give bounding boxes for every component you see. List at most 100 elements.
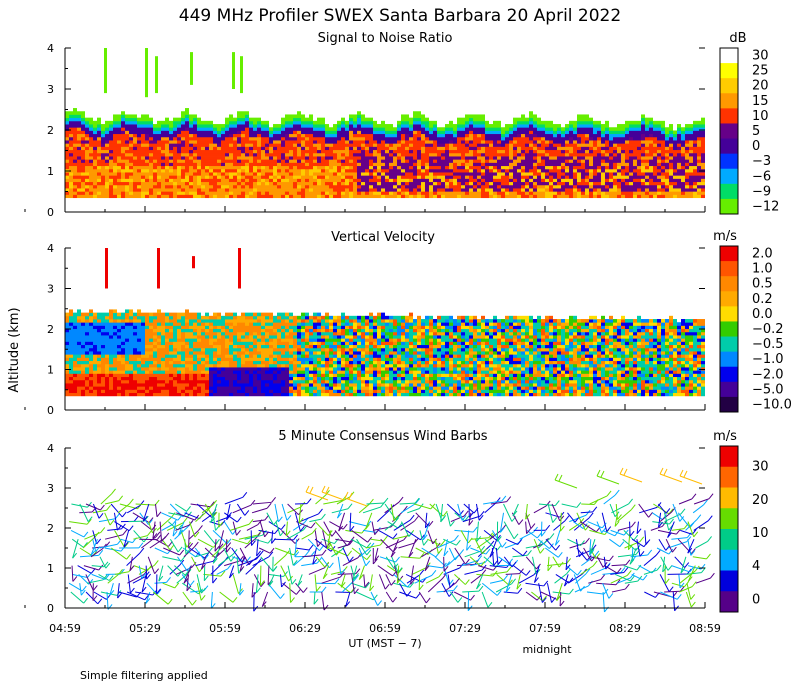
snr-cell <box>401 117 405 122</box>
snr-cell <box>629 175 633 179</box>
snr-cell <box>441 146 445 151</box>
snr-cell <box>293 133 297 138</box>
snr-cell <box>597 136 601 141</box>
snr-cell <box>197 124 201 128</box>
snr-cell <box>205 165 209 170</box>
velocity-cell <box>65 351 69 355</box>
snr-cell <box>505 156 509 160</box>
snr-cell <box>69 184 73 189</box>
snr-cell <box>117 191 121 195</box>
snr-cell <box>445 172 449 176</box>
snr-cell <box>101 156 105 160</box>
snr-cell <box>249 194 253 199</box>
snr-cell <box>437 143 441 147</box>
snr-cell <box>565 130 569 135</box>
velocity-cell <box>125 363 129 368</box>
snr-cell <box>493 149 497 154</box>
velocity-cell <box>205 335 209 339</box>
snr-cell <box>169 146 173 151</box>
velocity-cell <box>173 360 177 365</box>
snr-cell <box>349 156 353 160</box>
snr-cell <box>73 162 77 167</box>
velocity-cell <box>165 347 169 352</box>
velocity-cell <box>101 376 105 381</box>
snr-cell <box>581 146 585 151</box>
snr-cell <box>637 127 641 131</box>
snr-cell <box>573 146 577 151</box>
snr-cell <box>521 152 525 157</box>
snr-cell <box>209 136 213 141</box>
snr-cell <box>425 130 429 135</box>
snr-cell <box>513 152 517 157</box>
snr-cell <box>253 159 257 163</box>
snr-cell <box>561 127 565 131</box>
snr-cell <box>597 143 601 147</box>
snr-cell <box>169 184 173 189</box>
snr-cell <box>321 156 325 160</box>
snr-cell <box>541 152 545 157</box>
velocity-cell <box>141 373 145 378</box>
velocity-cell <box>109 379 113 384</box>
colorbar-label: 25 <box>752 64 769 79</box>
snr-cell <box>173 120 177 125</box>
snr-cell <box>145 184 149 189</box>
velocity-cell <box>113 344 117 349</box>
snr-cell <box>577 178 581 183</box>
snr-cell <box>537 130 541 135</box>
snr-cell <box>341 143 345 147</box>
snr-cell <box>565 181 569 186</box>
snr-cell <box>477 120 481 125</box>
snr-cell <box>73 184 77 189</box>
snr-cell <box>677 191 681 195</box>
snr-cell <box>305 175 309 179</box>
snr-cell <box>261 188 265 192</box>
velocity-cell <box>89 357 93 362</box>
snr-cell <box>233 194 237 199</box>
snr-cell <box>657 130 661 135</box>
velocity-cell <box>153 322 157 326</box>
snr-cell <box>221 156 225 160</box>
velocity-cell <box>165 328 169 333</box>
snr-cell <box>149 143 153 147</box>
snr-cell <box>181 184 185 189</box>
snr-cell <box>201 143 205 147</box>
snr-cell <box>361 168 365 173</box>
snr-cell <box>145 172 149 176</box>
snr-cell <box>537 127 541 131</box>
snr-cell <box>529 140 533 144</box>
snr-cell <box>241 152 245 157</box>
snr-cell <box>453 140 457 144</box>
snr-cell <box>173 124 177 128</box>
snr-cell <box>281 175 285 179</box>
snr-cell <box>573 143 577 147</box>
snr-cell <box>169 152 173 157</box>
snr-cell <box>377 152 381 157</box>
snr-cell <box>205 124 209 128</box>
snr-cell <box>313 168 317 173</box>
velocity-cell <box>129 315 133 320</box>
snr-cell <box>585 191 589 195</box>
snr-cell <box>585 114 589 119</box>
velocity-cell <box>161 363 165 368</box>
snr-cell <box>289 191 293 195</box>
snr-cell <box>153 136 157 141</box>
snr-cell <box>669 194 673 199</box>
snr-cell <box>225 146 229 151</box>
snr-cell <box>89 172 93 176</box>
snr-cell <box>129 140 133 144</box>
velocity-cell <box>125 319 129 323</box>
snr-cell <box>173 149 177 154</box>
snr-cell <box>129 133 133 138</box>
velocity-cell <box>173 328 177 333</box>
snr-cell <box>541 146 545 151</box>
snr-cell <box>401 178 405 183</box>
velocity-cell <box>185 376 189 381</box>
snr-cell <box>285 117 289 122</box>
snr-cell <box>133 194 137 199</box>
snr-cell <box>161 162 165 167</box>
snr-cell <box>109 120 113 125</box>
snr-cell <box>645 172 649 176</box>
snr-cell <box>89 124 93 128</box>
snr-cell <box>437 172 441 176</box>
snr-cell <box>445 127 449 131</box>
